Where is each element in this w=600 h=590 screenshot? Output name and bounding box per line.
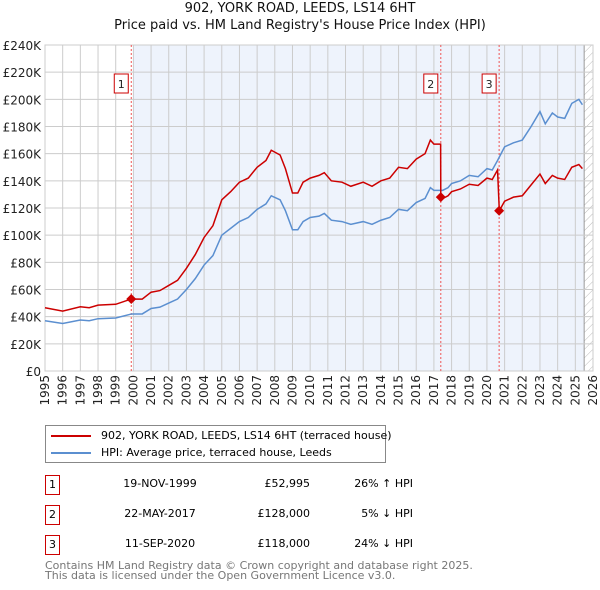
x-tick-label: 2021 bbox=[498, 375, 512, 406]
transaction-price: £128,000 bbox=[257, 507, 311, 520]
legend-swatch-blue bbox=[51, 452, 91, 454]
x-tick-label: 2003 bbox=[179, 375, 193, 406]
y-tick-label: £80K bbox=[10, 256, 42, 270]
x-tick-label: 2024 bbox=[551, 375, 565, 406]
hpi-line bbox=[44, 98, 584, 325]
x-tick-label: 2005 bbox=[215, 375, 229, 406]
x-tick-label: 2007 bbox=[250, 375, 264, 406]
transaction-date: 22-MAY-2017 bbox=[124, 507, 196, 520]
x-tick-label: 1996 bbox=[56, 375, 70, 406]
x-tick-label: 2019 bbox=[462, 375, 476, 406]
sale-annotation-box bbox=[423, 73, 439, 94]
x-tick-label: 2004 bbox=[197, 375, 211, 406]
transaction-date: 11-SEP-2020 bbox=[124, 537, 196, 550]
x-tick-label: 1997 bbox=[73, 375, 87, 406]
y-tick-label: £100K bbox=[3, 229, 43, 243]
y-tick-label: £140K bbox=[3, 175, 43, 189]
x-tick-label: 2023 bbox=[533, 375, 547, 406]
x-tick-label: 2026 bbox=[586, 375, 600, 406]
transaction-number: 3 bbox=[45, 535, 60, 555]
transaction-row: 1 19-NOV-1999 £52,995 26% ↑ HPI bbox=[45, 475, 413, 495]
x-tick-label: 2002 bbox=[162, 375, 176, 406]
y-tick-label: £240K bbox=[3, 39, 43, 53]
transaction-hpi-diff: 26% ↑ HPI bbox=[354, 477, 413, 490]
transaction-price: £118,000 bbox=[257, 537, 311, 550]
x-tick-label: 1998 bbox=[91, 375, 105, 406]
y-tick-label: £200K bbox=[3, 93, 43, 107]
y-tick-label: £180K bbox=[3, 121, 43, 135]
x-tick-label: 2016 bbox=[409, 375, 423, 406]
footer-licence: This data is licensed under the Open Gov… bbox=[45, 569, 396, 582]
x-tick-label: 2011 bbox=[321, 375, 335, 406]
sale-annotation-label: 2 bbox=[427, 78, 434, 91]
transaction-hpi-diff: 5% ↓ HPI bbox=[361, 507, 413, 520]
transaction-hpi-diff: 24% ↓ HPI bbox=[354, 537, 413, 550]
legend-item-price-paid: 902, YORK ROAD, LEEDS, LS14 6HT (terrace… bbox=[46, 428, 392, 444]
legend-item-hpi: HPI: Average price, terraced house, Leed… bbox=[46, 445, 385, 461]
x-tick-label: 2017 bbox=[427, 375, 441, 406]
legend-label: HPI: Average price, terraced house, Leed… bbox=[101, 446, 332, 459]
y-tick-label: £60K bbox=[10, 284, 42, 298]
x-tick-label: 1999 bbox=[109, 375, 123, 406]
y-tick-label: £0 bbox=[26, 365, 41, 379]
transaction-number: 1 bbox=[45, 475, 60, 495]
x-tick-label: 2006 bbox=[232, 375, 246, 406]
sale-annotation-label: 3 bbox=[486, 78, 493, 91]
sale-point bbox=[435, 192, 446, 203]
x-tick-label: 1995 bbox=[38, 375, 52, 406]
x-tick-label: 2008 bbox=[268, 375, 282, 406]
x-tick-label: 2001 bbox=[144, 375, 158, 406]
chart-subtitle: Price paid vs. HM Land Registry's House … bbox=[114, 18, 486, 33]
x-tick-label: 2010 bbox=[303, 375, 317, 406]
legend-label: 902, YORK ROAD, LEEDS, LS14 6HT (terrace… bbox=[101, 429, 392, 442]
x-tick-label: 2014 bbox=[374, 375, 388, 406]
x-tick-label: 2013 bbox=[356, 375, 370, 406]
x-tick-label: 2022 bbox=[515, 375, 529, 406]
legend-swatch-red bbox=[51, 435, 91, 437]
price-paid-line bbox=[44, 138, 583, 312]
y-tick-label: £160K bbox=[3, 148, 43, 162]
chart-title: 902, YORK ROAD, LEEDS, LS14 6HT bbox=[184, 1, 416, 16]
y-tick-label: £120K bbox=[3, 202, 43, 216]
transaction-date: 19-NOV-1999 bbox=[123, 477, 197, 490]
sale-point bbox=[494, 205, 505, 216]
x-tick-label: 2025 bbox=[568, 375, 582, 406]
sale-point bbox=[126, 294, 137, 305]
sale-annotation-label: 1 bbox=[118, 78, 125, 91]
x-tick-label: 2009 bbox=[285, 375, 299, 406]
transaction-number: 2 bbox=[45, 505, 60, 525]
x-tick-label: 2012 bbox=[339, 375, 353, 406]
line-chart: £0 £20K £40K £60K £80K £100K £120K £140K £160K £1… bbox=[3, 39, 600, 406]
legend: 902, YORK ROAD, LEEDS, LS14 6HT (terrace… bbox=[45, 425, 392, 463]
transaction-price: £52,995 bbox=[264, 477, 311, 490]
y-tick-label: £40K bbox=[10, 311, 42, 325]
y-tick-label: £20K bbox=[10, 338, 42, 352]
x-tick-label: 2020 bbox=[480, 375, 494, 406]
transaction-row: 3 11-SEP-2020 £118,000 24% ↓ HPI bbox=[45, 535, 413, 555]
plot-border bbox=[44, 44, 594, 372]
footer-copyright: Contains HM Land Registry data © Crown c… bbox=[45, 559, 473, 572]
sale-annotation-box bbox=[481, 73, 497, 94]
x-tick-label: 2018 bbox=[445, 375, 459, 406]
x-tick-label: 2000 bbox=[126, 375, 140, 406]
x-tick-label: 2015 bbox=[392, 375, 406, 406]
y-tick-label: £220K bbox=[3, 66, 43, 80]
sale-annotation-box bbox=[113, 73, 129, 94]
transaction-row: 2 22-MAY-2017 £128,000 5% ↓ HPI bbox=[45, 505, 413, 525]
